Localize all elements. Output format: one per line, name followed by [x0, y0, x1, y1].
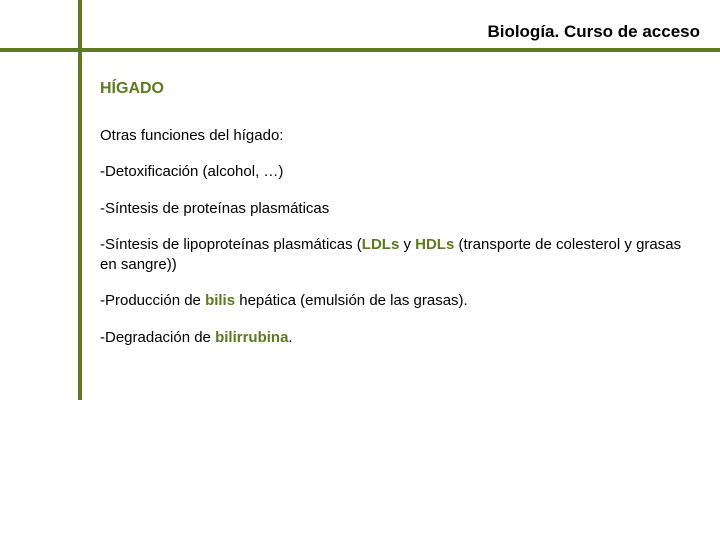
bullet-bilis: -Producción de bilis hepática (emulsión …	[100, 291, 690, 311]
text-fragment: .	[288, 329, 292, 346]
content-area: HÍGADO Otras funciones del hígado: -Deto…	[100, 80, 690, 364]
vertical-divider	[78, 0, 82, 400]
highlight-hdl: HDLs	[415, 236, 454, 253]
highlight-bilis: bilis	[205, 292, 235, 309]
highlight-bilirrubina: bilirrubina	[215, 329, 288, 346]
text-fragment: hepática (emulsión de las grasas).	[235, 292, 468, 309]
bullet-lipoproteins: -Síntesis de lipoproteínas plasmáticas (…	[100, 235, 690, 276]
text-fragment: -Degradación de	[100, 329, 215, 346]
text-fragment: y	[399, 236, 415, 253]
bullet-bilirrubina: -Degradación de bilirrubina.	[100, 328, 690, 348]
bullet-proteins: -Síntesis de proteínas plasmáticas	[100, 199, 690, 219]
intro-text: Otras funciones del hígado:	[100, 126, 690, 146]
page-header-title: Biología. Curso de acceso	[487, 22, 700, 42]
highlight-ldl: LDLs	[362, 236, 400, 253]
text-fragment: -Síntesis de lipoproteínas plasmáticas (	[100, 236, 362, 253]
bullet-detox: -Detoxificación (alcohol, …)	[100, 162, 690, 182]
horizontal-divider	[0, 48, 720, 52]
text-fragment: -Producción de	[100, 292, 205, 309]
section-title: HÍGADO	[100, 80, 690, 98]
